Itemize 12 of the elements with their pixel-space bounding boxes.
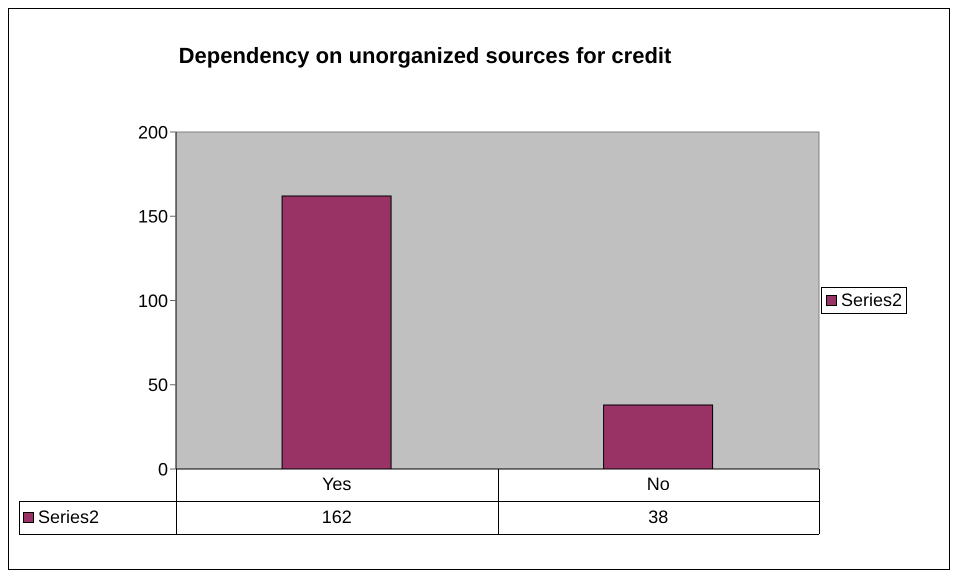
x-tick-label: Yes: [322, 474, 352, 494]
data-label: 38: [647, 507, 670, 528]
y-tick-label: 0: [158, 459, 168, 480]
text: Series2: [38, 507, 100, 527]
y-tick-label: 150: [138, 206, 168, 227]
chart-title: Dependency on unorganized sources for credit: [178, 43, 672, 69]
y-tick-label: 100: [138, 290, 168, 311]
y-tick-label: 50: [148, 375, 168, 396]
x-tick-label: No: [646, 474, 670, 494]
data-label: 162: [320, 507, 353, 528]
y-tick-label: 200: [138, 122, 168, 142]
legend-label: Series2: [840, 290, 902, 311]
